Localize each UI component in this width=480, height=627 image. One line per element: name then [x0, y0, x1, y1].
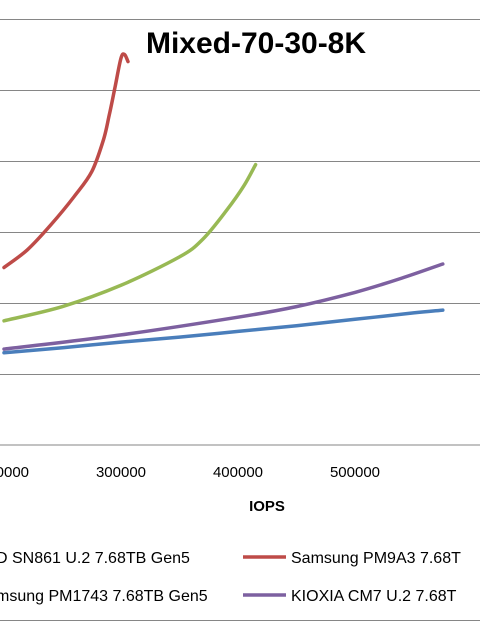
series-line-1	[2, 52, 130, 270]
x-tick-label: 500000	[330, 464, 380, 481]
legend-label: Samsung PM9A3 7.68T	[291, 550, 461, 567]
legend: D SN861 U.2 7.68TB Gen5 Samsung PM9A3 7.6…	[0, 550, 480, 621]
legend-label: msung PM1743 7.68TB Gen5	[0, 588, 208, 605]
x-axis-label: IOPS	[249, 498, 285, 515]
legend-label: D SN861 U.2 7.68TB Gen5	[0, 550, 190, 567]
series-line-2	[2, 162, 258, 323]
x-tick-label: 300000	[96, 464, 146, 481]
legend-label: KIOXIA CM7 U.2 7.68T	[291, 588, 457, 605]
series-line-0	[2, 308, 445, 355]
series-lines	[2, 52, 445, 355]
series-line-3	[2, 262, 445, 351]
x-tick-labels: 200000 300000 400000 500000	[0, 464, 380, 481]
gridlines	[0, 19, 480, 375]
x-tick-label: 200000	[0, 464, 29, 481]
x-tick-label: 400000	[213, 464, 263, 481]
plot-area	[0, 19, 480, 446]
chart-title: Mixed-70-30-8K	[146, 27, 366, 60]
